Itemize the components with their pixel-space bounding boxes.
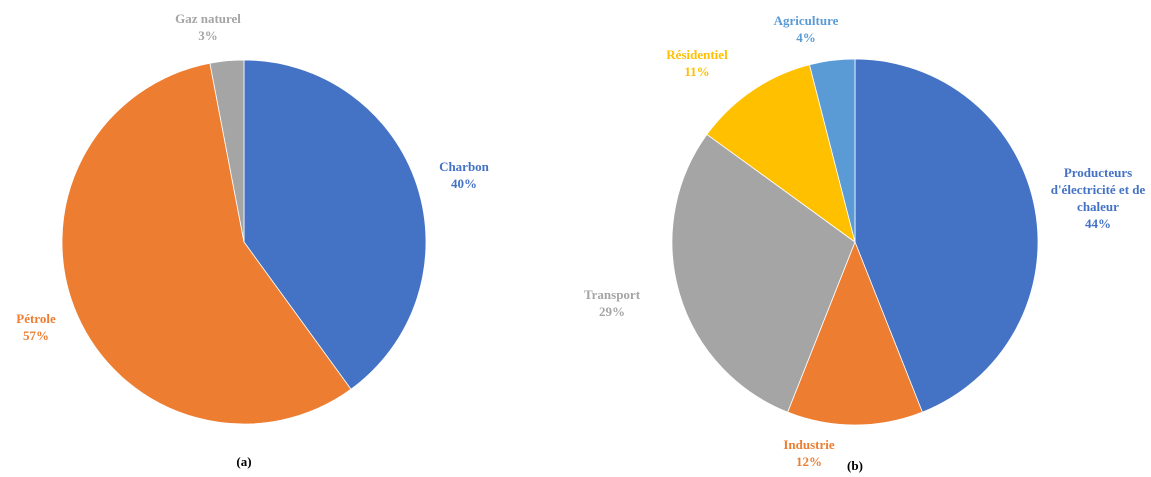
slice-label: Transport [583, 287, 641, 302]
slice-value-label: 44% [1085, 216, 1111, 231]
pie-slice [209, 59, 245, 243]
slice-value-label: 12% [796, 454, 822, 469]
slice-label: Industrie [783, 437, 835, 452]
slice-label: Charbon [439, 159, 489, 174]
pie-slice [243, 59, 427, 390]
slice-value-label: 4% [796, 30, 816, 45]
slice-label: Pétrole [16, 311, 56, 326]
pie-slice [854, 58, 1039, 413]
slice-label: Agriculture [773, 13, 839, 28]
slice-value-label: 57% [23, 328, 49, 343]
slice-value-label: 29% [599, 304, 625, 319]
chart-caption: (b) [847, 458, 863, 473]
pie-slice [787, 240, 923, 426]
pie-slice [706, 64, 856, 243]
pie-slice [671, 133, 856, 413]
chart-caption: (a) [236, 454, 252, 469]
slice-label: Producteurs d'électricité et de chaleur [1050, 165, 1146, 214]
slice-value-label: 40% [451, 176, 477, 191]
slice-label: Résidentiel [666, 47, 728, 62]
pie-slice [809, 58, 856, 243]
slice-label: Gaz naturel [175, 11, 241, 26]
pie-slice [61, 62, 352, 425]
slice-value-label: 11% [684, 64, 710, 79]
slice-value-label: 3% [198, 28, 218, 43]
